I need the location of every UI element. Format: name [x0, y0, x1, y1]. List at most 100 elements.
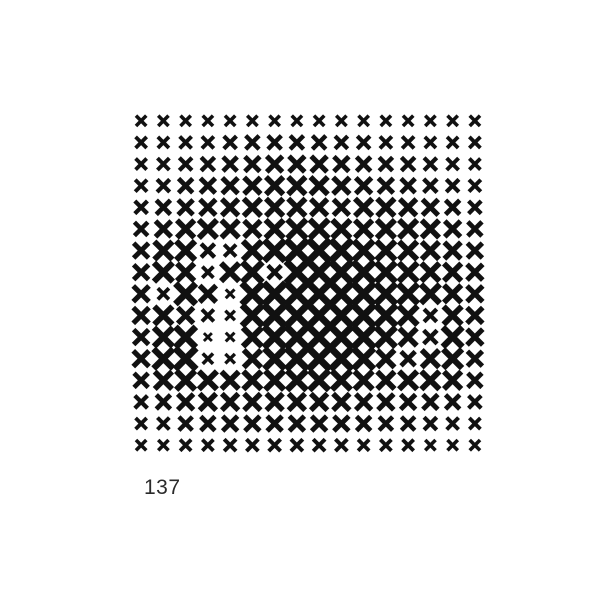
- halftone-cross-mark: [199, 242, 217, 259]
- halftone-cross-mark: [156, 438, 170, 452]
- halftone-cross-mark: [196, 369, 219, 392]
- halftone-cross-mark: [267, 437, 282, 453]
- halftone-cross-mark: [419, 218, 442, 240]
- halftone-cross-mark: [442, 219, 463, 239]
- halftone-cross-mark: [375, 369, 397, 391]
- halftone-cross-mark: [465, 349, 485, 368]
- halftone-cross-mark: [152, 304, 175, 327]
- halftone-cross-mark: [268, 114, 282, 128]
- halftone-cross-mark: [132, 371, 150, 390]
- halftone-cross-mark: [220, 175, 240, 196]
- halftone-cross-mark: [354, 155, 373, 173]
- halftone-cross-mark: [374, 238, 398, 263]
- halftone-cross-mark: [465, 327, 485, 347]
- halftone-cross-mark: [245, 437, 260, 453]
- halftone-cross-mark: [422, 177, 439, 194]
- halftone-cross-mark: [264, 154, 285, 174]
- halftone-cross-mark: [468, 438, 482, 452]
- halftone-cross-mark: [419, 239, 442, 262]
- halftone-cross-mark: [467, 178, 483, 194]
- halftone-cross-mark: [399, 155, 417, 173]
- halftone-cross-mark: [224, 331, 236, 343]
- halftone-cross-mark: [174, 261, 197, 283]
- halftone-cross-mark: [445, 156, 460, 172]
- halftone-cross-mark: [266, 263, 283, 281]
- halftone-cross-mark: [198, 197, 218, 218]
- halftone-cross-mark: [466, 220, 484, 238]
- halftone-cross-mark: [241, 196, 264, 218]
- halftone-cross-mark: [305, 280, 333, 308]
- halftone-cross-mark: [242, 218, 263, 240]
- halftone-cross-mark: [263, 196, 286, 218]
- halftone-cross-mark: [308, 175, 330, 197]
- halftone-cross-mark: [351, 238, 376, 263]
- halftone-cross-mark: [333, 134, 350, 151]
- halftone-cross-mark: [422, 415, 439, 432]
- halftone-cross-mark: [352, 218, 375, 240]
- halftone-cross-mark: [219, 261, 242, 284]
- halftone-cross-mark: [264, 391, 285, 413]
- halftone-cross-mark: [332, 154, 351, 174]
- halftone-cross-mark: [375, 196, 397, 218]
- halftone-cross-mark: [307, 217, 331, 241]
- halftone-cross-mark: [133, 394, 149, 410]
- halftone-cross-mark: [400, 135, 416, 150]
- halftone-cross-mark: [132, 220, 150, 238]
- halftone-cross-mark: [305, 323, 333, 351]
- halftone-cross-mark: [309, 414, 329, 433]
- halftone-cross-mark: [401, 438, 416, 453]
- halftone-cross-mark: [373, 325, 398, 350]
- halftone-cross-mark: [239, 302, 266, 329]
- halftone-cross-mark: [152, 239, 175, 262]
- halftone-cross-mark: [356, 438, 371, 453]
- halftone-cross-mark: [419, 261, 442, 284]
- halftone-cross-mark: [334, 437, 349, 453]
- halftone-cross-mark: [223, 114, 237, 128]
- halftone-cross-mark: [134, 114, 148, 128]
- halftone-cross-mark: [242, 175, 263, 196]
- halftone-cross-mark: [154, 198, 173, 217]
- halftone-cross-mark: [379, 114, 393, 128]
- halftone-cross-mark: [244, 134, 261, 151]
- halftone-cross-mark: [397, 197, 419, 218]
- halftone-cross-mark: [376, 392, 396, 412]
- halftone-cross-mark: [328, 345, 355, 372]
- halftone-cross-mark: [443, 198, 462, 217]
- halftone-cross-mark: [467, 135, 482, 150]
- halftone-cross-mark: [201, 114, 215, 128]
- halftone-cross-mark: [200, 308, 216, 323]
- halftone-cross-mark: [440, 325, 465, 350]
- halftone-cross-mark: [397, 326, 419, 348]
- halftone-cross-mark: [156, 135, 171, 150]
- halftone-cross-mark: [331, 391, 352, 413]
- halftone-cross-mark: [154, 393, 173, 411]
- halftone-cross-mark: [261, 324, 288, 351]
- halftone-cross-mark: [423, 135, 438, 150]
- halftone-cross-mark: [441, 369, 464, 391]
- halftone-cross-mark: [173, 324, 199, 350]
- halftone-cross-mark: [399, 349, 417, 368]
- halftone-cross-mark: [468, 114, 482, 128]
- halftone-cross-mark: [263, 175, 286, 197]
- halftone-cross-mark: [131, 262, 151, 282]
- halftone-cross-mark: [241, 369, 264, 392]
- halftone-cross-mark: [351, 346, 377, 372]
- halftone-cross-mark: [222, 243, 238, 258]
- halftone-cross-mark: [240, 238, 264, 263]
- halftone-cross-mark: [423, 438, 437, 452]
- halftone-cross-mark: [397, 239, 420, 262]
- halftone-cross-mark: [196, 217, 219, 241]
- halftone-cross-mark: [286, 175, 308, 197]
- halftone-cross-mark: [176, 176, 195, 195]
- halftone-cross-mark: [287, 154, 307, 174]
- halftone-cross-mark: [288, 134, 306, 151]
- halftone-cross-mark: [421, 392, 440, 412]
- halftone-cross-mark: [263, 368, 287, 392]
- halftone-cross-mark: [445, 416, 460, 431]
- halftone-cross-mark: [398, 392, 418, 412]
- halftone-cross-mark: [422, 307, 439, 324]
- halftone-cross-mark: [353, 175, 374, 196]
- halftone-cross-mark: [240, 259, 265, 285]
- halftone-cross-mark: [134, 416, 149, 431]
- halftone-cross-mark: [378, 135, 394, 150]
